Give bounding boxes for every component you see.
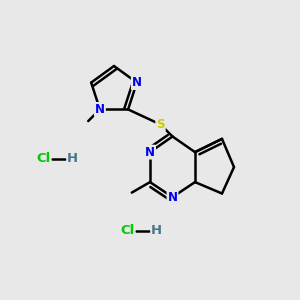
Text: Cl: Cl bbox=[36, 152, 51, 166]
Text: H: H bbox=[67, 152, 78, 166]
Text: S: S bbox=[156, 118, 165, 131]
Text: Cl: Cl bbox=[120, 224, 135, 238]
Text: N: N bbox=[167, 190, 178, 204]
Text: N: N bbox=[132, 76, 142, 89]
Text: N: N bbox=[145, 146, 155, 159]
Text: H: H bbox=[151, 224, 162, 238]
Text: N: N bbox=[95, 103, 105, 116]
